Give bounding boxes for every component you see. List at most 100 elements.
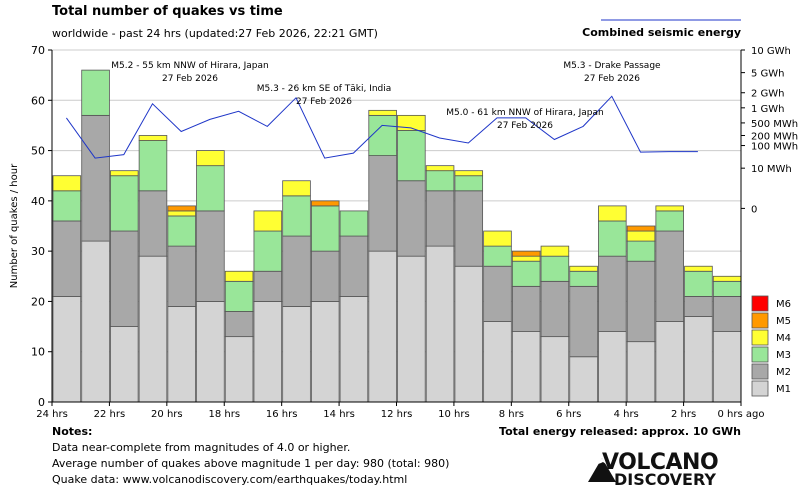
bar-M2-8 xyxy=(282,235,311,307)
energy-tick-label-0: 10 GWh xyxy=(751,46,791,57)
energy-tick-label-7: 10 MWh xyxy=(751,164,792,175)
logo-text-volcano: VOLCANO xyxy=(602,450,719,475)
bar-M3-6 xyxy=(224,280,254,312)
bar-M3-10 xyxy=(339,210,369,237)
energy-layer xyxy=(65,95,698,159)
legend-label-M4: M4 xyxy=(776,333,791,344)
bar-M4-19 xyxy=(598,205,627,222)
bar-M1-10 xyxy=(339,295,369,403)
bar-M4-4 xyxy=(167,210,196,217)
bar-M1-3 xyxy=(138,255,168,403)
x-tick-label-0: 24 hrs xyxy=(36,409,68,420)
x-tick-label-12: 0 hrs ago xyxy=(718,409,765,420)
bar-M1-16 xyxy=(511,331,541,403)
energy-tick-label-5: 200 MWh xyxy=(751,131,798,142)
bar-M4-3 xyxy=(138,135,168,141)
bar-M4-6 xyxy=(224,270,254,282)
annotation-1-title: M5.3 - 26 km SE of Tāki, India xyxy=(257,84,392,94)
bar-M3-21 xyxy=(655,210,684,232)
chart-title: Total number of quakes vs time xyxy=(52,4,283,19)
bar-M3-12 xyxy=(397,130,426,182)
annotation-3-title: M5.3 - Drake Passage xyxy=(563,61,661,71)
x-tick-label-5: 14 hrs xyxy=(323,409,355,420)
bar-M2-18 xyxy=(569,285,598,358)
bar-M5-9 xyxy=(310,200,340,207)
bar-M3-23 xyxy=(712,280,742,297)
bar-M2-15 xyxy=(483,265,512,322)
bar-M2-11 xyxy=(368,155,397,252)
energy-tick-label-1: 5 GWh xyxy=(751,69,785,80)
bar-M2-1 xyxy=(81,114,110,242)
volcanodiscovery-logo[interactable]: VOLCANO DISCOVERY xyxy=(588,450,738,492)
y-tick-label-0: 0 xyxy=(38,396,45,409)
bar-M2-20 xyxy=(626,260,656,343)
bar-M2-2 xyxy=(110,230,139,327)
note-line-2: Average number of quakes above magnitude… xyxy=(52,457,450,470)
notes-title: Notes: xyxy=(52,425,93,438)
bar-M1-6 xyxy=(224,336,254,403)
bar-M4-22 xyxy=(684,265,713,272)
bar-M1-14 xyxy=(454,265,484,403)
bar-M2-19 xyxy=(598,255,627,332)
bar-M5-4 xyxy=(167,205,196,212)
bar-M1-17 xyxy=(540,336,570,403)
annotation-1-date: 27 Feb 2026 xyxy=(296,97,352,107)
bar-M1-22 xyxy=(684,316,713,403)
bar-M2-12 xyxy=(397,180,426,257)
energy-line xyxy=(65,95,698,159)
bar-M3-8 xyxy=(282,195,311,237)
x-tick-label-10: 4 hrs xyxy=(614,409,639,420)
y-tick-label-40: 40 xyxy=(31,195,45,208)
bar-M4-0 xyxy=(52,175,82,192)
legend-swatch-M4 xyxy=(751,329,769,346)
y-tick-label-50: 50 xyxy=(31,145,45,158)
bar-M4-14 xyxy=(454,170,484,177)
bar-M2-5 xyxy=(196,210,225,302)
legend-swatch-M3 xyxy=(751,346,769,363)
y-tick-label-60: 60 xyxy=(31,94,45,107)
bar-M4-23 xyxy=(712,275,742,282)
bar-M2-6 xyxy=(224,311,254,338)
bar-M2-16 xyxy=(511,285,541,333)
legend-swatch-M6 xyxy=(751,295,769,312)
bar-M1-11 xyxy=(368,250,397,403)
bar-M4-12 xyxy=(397,114,426,131)
annotation-0-title: M5.2 - 55 km NNW of Hirara, Japan xyxy=(111,61,268,71)
legend-label-M6: M6 xyxy=(776,299,791,310)
energy-tick-label-8: 0 xyxy=(751,204,757,215)
annotation-2-date: 27 Feb 2026 xyxy=(497,121,553,131)
energy-tick-label-3: 1 GWh xyxy=(751,104,785,115)
legend: M6 M5 M4 M3 M2 M1 xyxy=(751,295,791,397)
bar-M2-23 xyxy=(712,295,742,332)
bar-M2-14 xyxy=(454,190,484,267)
energy-tick-label-4: 500 MWh xyxy=(751,119,798,130)
annotation-3-date: 27 Feb 2026 xyxy=(584,74,640,84)
bar-M4-21 xyxy=(655,205,684,212)
bar-M3-1 xyxy=(81,69,110,116)
bar-M4-2 xyxy=(110,170,139,177)
bar-M1-1 xyxy=(81,240,110,403)
chart-subtitle: worldwide - past 24 hrs (updated:27 Feb … xyxy=(52,27,378,40)
bar-M5-16 xyxy=(511,250,541,257)
x-tick-label-9: 6 hrs xyxy=(556,409,581,420)
bar-M2-17 xyxy=(540,280,570,338)
y-axis-label: Number of quakes / hour xyxy=(9,163,20,288)
y-tick-label-20: 20 xyxy=(31,295,45,308)
bar-M3-19 xyxy=(598,220,627,257)
x-tick-label-7: 10 hrs xyxy=(438,409,470,420)
bar-M4-11 xyxy=(368,109,397,116)
annotations: M5.2 - 55 km NNW of Hirara, Japan 27 Feb … xyxy=(111,61,661,131)
x-tick-label-4: 16 hrs xyxy=(266,409,298,420)
bar-M1-20 xyxy=(626,341,656,403)
y-tick-label-10: 10 xyxy=(31,346,45,359)
axes: 0 10 20 30 40 50 60 70 24 hrs 22 hrs 20 hrs 18 hrs 1… xyxy=(9,44,798,420)
x-tick-label-3: 18 hrs xyxy=(208,409,240,420)
bar-M3-17 xyxy=(540,255,570,282)
bar-M2-10 xyxy=(339,235,369,297)
bar-M3-0 xyxy=(52,190,82,222)
energy-tick-label-6: 100 MWh xyxy=(751,142,798,153)
bar-M4-20 xyxy=(626,230,656,242)
y-tick-label-30: 30 xyxy=(31,245,45,258)
bar-M1-19 xyxy=(598,331,627,403)
total-energy: Total energy released: approx. 10 GWh xyxy=(499,425,741,438)
